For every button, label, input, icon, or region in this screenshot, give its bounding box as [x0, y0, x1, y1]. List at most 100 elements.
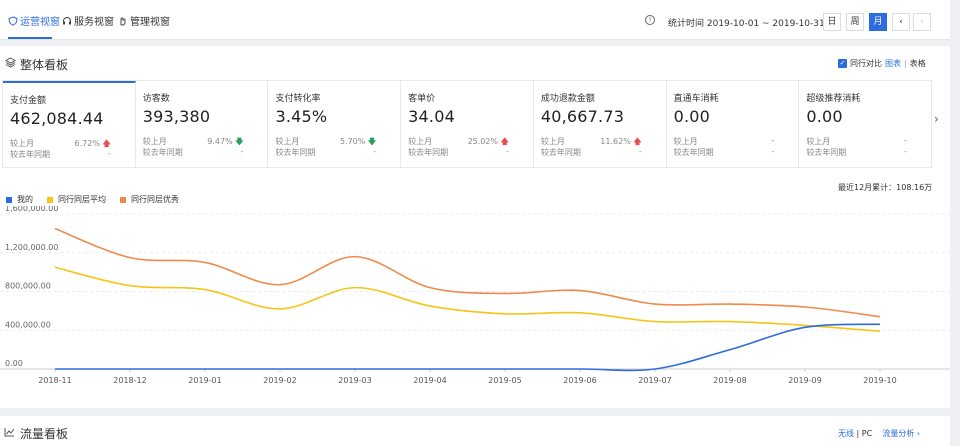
yoy-value: -	[240, 147, 244, 156]
tab-label: 服务视窗	[74, 17, 114, 28]
info-icon[interactable]: !	[645, 15, 655, 25]
metric-value: 393,380	[142, 107, 211, 126]
y-tick-label: 400,000.00	[5, 320, 51, 329]
yoy-label: 较去年同期	[540, 148, 581, 157]
mom-value-wrap: 6.72% 🡅	[75, 138, 111, 152]
legend-item-mine[interactable]: 我的	[6, 194, 33, 205]
metric-card[interactable]: 支付金额 462,084.44 较上月 6.72% 🡅 较去年同期 -	[3, 81, 136, 167]
range-month-button[interactable]: 月	[869, 13, 887, 31]
x-tick-label: 2018-11	[38, 376, 71, 385]
metric-mom-row: 较上月 11.62% 🡅	[541, 136, 642, 150]
yoy-value: -	[771, 147, 775, 156]
yoy-value: -	[505, 147, 509, 156]
metric-cards: 支付金额 462,084.44 较上月 6.72% 🡅 较去年同期 - 访客数 …	[2, 80, 932, 168]
headset-icon	[63, 16, 71, 24]
legend-item-excellent[interactable]: 同行同层优秀	[120, 194, 179, 205]
mom-label: 较上月	[673, 137, 698, 146]
metric-card[interactable]: 支付转化率 3.45% 较上月 5.70% 🡇 较去年同期 -	[268, 81, 402, 167]
traffic-controls: 无线 | PC 流量分析 ›	[838, 428, 920, 439]
mom-value: 11.62%	[600, 137, 631, 146]
x-tick-label: 2019-05	[488, 376, 521, 385]
series-line-excellent	[54, 227, 881, 318]
hand-icon	[120, 16, 126, 25]
metric-card[interactable]: 访客数 393,380 较上月 9.47% 🡇 较去年同期 -	[136, 81, 269, 167]
mom-value: -	[904, 136, 908, 145]
metric-card[interactable]: 超级推荐消耗 0.00 较上月 - 较去年同期 -	[799, 81, 931, 167]
metric-mom-row: 较上月 6.72% 🡅	[10, 138, 111, 152]
y-tick-label: 1,600,000.00	[5, 206, 58, 213]
mom-label: 较上月	[275, 137, 300, 146]
panel-title: 整体看板	[20, 58, 69, 72]
metric-value: 0.00	[673, 107, 711, 126]
wireless-link[interactable]: 无线	[838, 429, 854, 438]
trend-icon	[4, 428, 15, 437]
mom-value: 6.72%	[74, 139, 100, 148]
metric-name: 支付转化率	[275, 94, 321, 104]
mom-value-wrap: -	[771, 136, 774, 147]
mom-value: 5.70%	[339, 137, 366, 146]
mom-label: 较上月	[540, 137, 565, 146]
table-view-link[interactable]: 表格	[909, 59, 926, 68]
metric-yoy-row: 较去年同期 -	[10, 149, 111, 160]
mom-value-wrap: 5.70% 🡇	[340, 136, 376, 150]
metric-name: 超级推荐消耗	[806, 94, 861, 104]
mom-value-wrap: -	[904, 136, 907, 147]
chart-legend: 我的 同行同层平均 同行同层优秀	[6, 194, 179, 205]
x-tick-label: 2019-03	[338, 376, 371, 385]
series-line-average	[54, 266, 881, 333]
yoy-label: 较去年同期	[806, 148, 847, 157]
active-tab-underline	[8, 37, 52, 39]
range-day-button[interactable]: 日	[823, 13, 841, 31]
chevron-right-icon[interactable]: ›	[934, 112, 939, 126]
y-tick-label: 1,200,000.00	[5, 243, 58, 252]
metric-yoy-row: 较去年同期 -	[806, 147, 907, 158]
x-tick-label: 2019-06	[563, 376, 596, 385]
mom-value-wrap: 9.47% 🡇	[207, 136, 243, 150]
mom-value: -	[771, 136, 775, 145]
view-divider: |	[904, 59, 907, 68]
traffic-analysis-link[interactable]: 流量分析 ›	[882, 429, 921, 438]
chart-view-link[interactable]: 图表	[885, 59, 901, 68]
metric-value: 34.04	[408, 107, 455, 126]
series-line-mine	[55, 323, 881, 372]
arrow-down-icon: 🡇	[367, 137, 377, 146]
metric-card[interactable]: 直通车消耗 0.00 较上月 - 较去年同期 -	[667, 81, 800, 167]
metric-yoy-row: 较去年同期 -	[275, 147, 376, 158]
metric-card[interactable]: 客单价 34.04 较上月 25.02% 🡅 较去年同期 -	[401, 81, 534, 167]
range-week-button[interactable]: 周	[846, 13, 864, 31]
tab-operations[interactable]: 运营视窗	[8, 13, 60, 28]
metric-mom-row: 较上月 5.70% 🡇	[275, 136, 376, 150]
yoy-label: 较去年同期	[10, 150, 50, 159]
mom-label: 较上月	[806, 137, 831, 146]
metric-value: 0.00	[806, 107, 843, 126]
tab-label: 管理视窗	[130, 17, 170, 28]
tab-label: 运营视窗	[20, 17, 60, 28]
x-tick-label: 2019-04	[413, 376, 446, 385]
top-bar: 运营视窗 服务视窗 管理视窗 ! 统计时间 2019-10-01 ~ 2019-…	[0, 0, 950, 40]
yoy-label: 较去年同期	[142, 148, 183, 157]
metric-value: 40,667.73	[540, 107, 625, 126]
next-period-button[interactable]: ›	[913, 13, 931, 31]
compare-controls: ✓ 同行对比 图表 | 表格	[838, 58, 926, 69]
tab-management[interactable]: 管理视窗	[118, 13, 170, 28]
x-tick-label: 2019-02	[263, 376, 296, 385]
legend-item-average[interactable]: 同行同层平均	[47, 194, 106, 205]
pc-link[interactable]: PC	[861, 429, 873, 438]
compare-checkbox[interactable]: ✓	[838, 59, 847, 68]
metric-mom-row: 较上月 -	[674, 136, 775, 147]
arrow-down-icon: 🡇	[235, 137, 244, 146]
metric-name: 支付金额	[10, 96, 47, 106]
mom-label: 较上月	[408, 137, 433, 146]
yoy-label: 较去年同期	[673, 148, 714, 157]
metric-name: 客单价	[408, 94, 436, 104]
metric-yoy-row: 较去年同期 -	[674, 147, 775, 158]
mom-value: 9.47%	[207, 137, 233, 146]
metric-card[interactable]: 成功退款金额 40,667.73 较上月 11.62% 🡅 较去年同期 -	[534, 81, 667, 167]
metric-yoy-row: 较去年同期 -	[408, 147, 509, 158]
metric-mom-row: 较上月 -	[806, 136, 907, 147]
tab-service[interactable]: 服务视窗	[62, 13, 114, 28]
yoy-value: -	[107, 149, 111, 158]
prev-period-button[interactable]: ‹	[892, 13, 910, 31]
mom-label: 较上月	[142, 137, 167, 146]
compare-label: 同行对比	[850, 59, 882, 68]
